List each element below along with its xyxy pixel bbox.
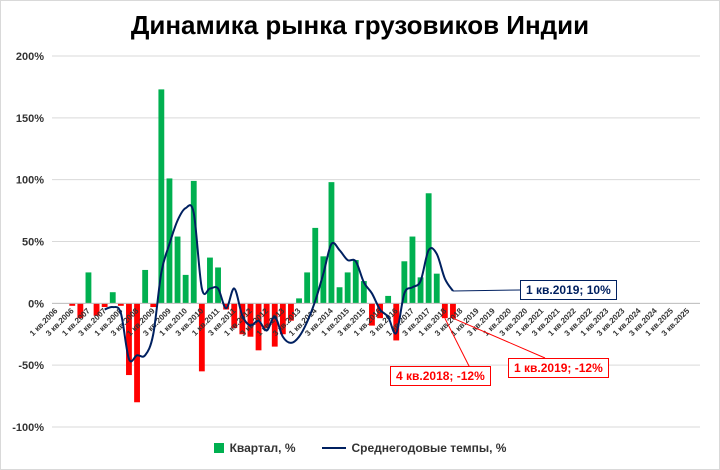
leader-line-red-2019q1 xyxy=(452,317,546,359)
bar xyxy=(182,274,189,304)
bar xyxy=(344,272,351,304)
bar xyxy=(312,227,319,304)
bar xyxy=(393,303,400,341)
leader-line-red-2018q4 xyxy=(444,317,471,369)
bar xyxy=(77,303,84,319)
line-series xyxy=(104,204,454,363)
bar xyxy=(198,303,205,372)
legend-line-swatch xyxy=(321,447,346,449)
legend-item-line: Среднегодовые темпы, % xyxy=(321,441,507,455)
callout-leaders xyxy=(444,289,546,369)
bar xyxy=(271,303,278,347)
bar xyxy=(263,303,270,329)
bar xyxy=(296,298,302,304)
bar xyxy=(433,273,440,304)
bar xyxy=(255,303,262,351)
y-tick-label: -50% xyxy=(18,360,44,372)
y-tick-label: 100% xyxy=(16,175,44,187)
bar xyxy=(304,272,311,304)
line-series-path xyxy=(104,204,454,363)
bar xyxy=(247,303,254,337)
bar xyxy=(69,303,76,306)
bar xyxy=(223,303,230,310)
bar xyxy=(425,193,432,304)
bar xyxy=(101,303,108,308)
bar xyxy=(385,295,392,304)
y-tick-label: 200% xyxy=(16,51,44,63)
legend: Квартал, % Среднегодовые темпы, % xyxy=(0,441,720,455)
bar xyxy=(174,236,181,304)
leader-line-navy xyxy=(452,289,521,292)
y-tick-label: 0% xyxy=(28,298,44,310)
bar xyxy=(450,303,456,319)
callout-line-2019q1: 1 кв.2019; 10% xyxy=(520,280,617,300)
bar xyxy=(207,257,213,304)
bar xyxy=(401,261,408,304)
bar xyxy=(360,281,367,304)
legend-label-bars: Квартал, % xyxy=(229,441,296,455)
y-tick-label: 150% xyxy=(16,113,44,125)
bar xyxy=(239,303,246,335)
bar xyxy=(126,303,132,376)
bar xyxy=(93,303,100,316)
y-axis-ticks: 200% 150% 100% 50% 0% -50% -100% xyxy=(12,51,44,434)
bar xyxy=(231,303,238,329)
bar xyxy=(320,256,327,304)
callout-bar-2018q4: 4 кв.2018; -12% xyxy=(390,366,491,386)
bar xyxy=(142,269,149,304)
bar xyxy=(85,272,92,304)
chart-title: Динамика рынка грузовиков Индии xyxy=(130,10,590,40)
bar xyxy=(190,180,197,304)
bar xyxy=(215,267,221,304)
legend-bar-swatch xyxy=(213,443,224,453)
bar xyxy=(279,303,286,335)
bar xyxy=(417,277,424,304)
legend-item-bars: Квартал, % xyxy=(213,441,296,455)
bar xyxy=(352,260,359,304)
bar xyxy=(117,303,124,306)
bar xyxy=(336,287,343,304)
callout-bar-2019q1: 1 кв.2019; -12% xyxy=(508,358,609,378)
bar xyxy=(288,303,294,321)
y-tick-label: 50% xyxy=(22,237,44,249)
y-tick-label: -100% xyxy=(12,422,44,434)
bar xyxy=(109,292,116,304)
bar xyxy=(150,303,157,308)
bar xyxy=(369,303,375,326)
bar xyxy=(441,303,448,319)
bar xyxy=(134,303,140,403)
bar xyxy=(409,236,416,304)
bar xyxy=(158,89,165,304)
legend-label-line: Среднегодовые темпы, % xyxy=(351,441,507,455)
